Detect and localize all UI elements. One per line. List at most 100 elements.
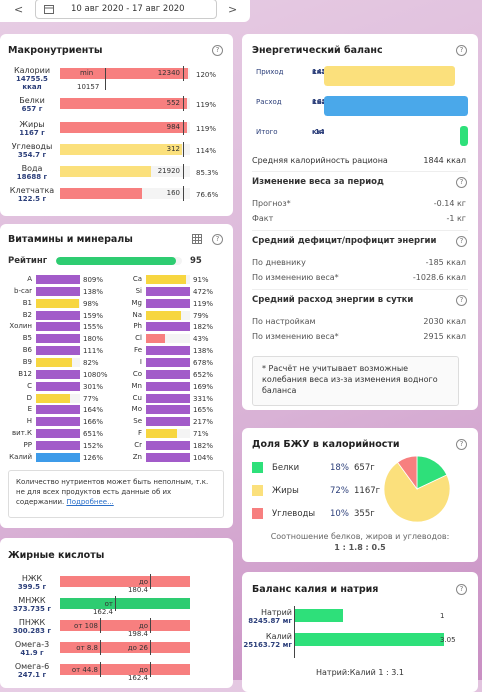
nutrient-percent: 678% [193, 358, 214, 367]
nutrient-track [36, 440, 80, 450]
nutrient-name: Si [135, 286, 142, 295]
nutrient-name: Калий [9, 452, 32, 461]
nutrient-percent: 104% [193, 453, 214, 462]
norm-value: 21920 [157, 167, 180, 175]
nutrient-track [36, 310, 80, 320]
macro-bar [60, 122, 187, 133]
next-button[interactable]: > [228, 3, 238, 16]
nutrient-track [36, 405, 80, 415]
min-label: min [80, 69, 94, 77]
range-line [100, 618, 101, 633]
percent: 119% [196, 101, 217, 109]
norm-value: 12340 [157, 69, 180, 77]
nutrient-bar [146, 298, 190, 308]
nutrient-percent: 331% [193, 394, 214, 403]
legend-swatch [252, 508, 263, 519]
nutrient-track [146, 393, 190, 403]
energy-track [324, 126, 468, 146]
nutrient-name: Mo [131, 405, 142, 414]
nutrient-name: B2 [22, 310, 32, 319]
energy-name: Итого [256, 128, 278, 136]
nutrient-bar [36, 440, 80, 450]
nutrient-name: Cu [132, 393, 142, 402]
nutrient-bar [36, 334, 80, 344]
note: * Расчёт не учитывает возможные колебани… [262, 364, 438, 395]
help-icon[interactable]: ? [212, 45, 223, 56]
nutrient-percent: 77% [83, 394, 99, 403]
nutrient-name: Mg [131, 298, 142, 307]
legend-swatch [252, 462, 263, 473]
range-label: от 108 [74, 622, 98, 630]
nutrient-track [146, 417, 190, 427]
nutrient-bar [146, 334, 165, 344]
nutrient-amount: 18688 г [16, 173, 48, 181]
nutrient-percent: 138% [83, 287, 104, 296]
nutrient-bar [146, 429, 178, 439]
row-value: -1028.6 ккал [412, 273, 466, 282]
more-link[interactable]: Подробнее... [66, 498, 114, 506]
range-label: до 26 [127, 644, 148, 652]
range-label: от 44.8 [71, 666, 98, 674]
nutrient-percent: 159% [83, 311, 104, 320]
nutrient-bar [36, 346, 80, 356]
percent: 120% [196, 71, 217, 79]
nutrient-name: A [27, 275, 32, 283]
nutrient-track [146, 275, 190, 284]
nutrient-percent: 651% [83, 430, 104, 439]
energy-track [324, 66, 468, 86]
nutrient-track [146, 357, 190, 367]
norm-line [183, 142, 184, 157]
row-value: -185 ккал [425, 258, 466, 267]
nutrient-track [36, 357, 80, 367]
nutrient-bar [36, 322, 80, 332]
card-title: Доля БЖУ в калорийности [252, 439, 400, 450]
card-title: Жирные кислоты [8, 550, 105, 561]
acid-name: ПНЖК [18, 618, 46, 627]
nutrient-track [146, 440, 190, 450]
help-icon[interactable]: ? [456, 177, 467, 188]
mineral-ratio: 3.05 [440, 636, 456, 644]
nutrient-amount: 14755.5 ккал [16, 75, 48, 91]
norm-line [183, 66, 184, 81]
nutrient-bar [36, 417, 80, 427]
nutrient-track [36, 393, 80, 403]
ratio-label: Соотношение белков, жиров и углеводов: [270, 532, 450, 541]
nutrient-percent: 217% [193, 418, 214, 427]
pie-slice [383, 461, 451, 523]
help-icon[interactable]: ? [212, 234, 223, 245]
nutrient-track [36, 298, 80, 308]
note-text: Количество нутриентов может быть неполны… [16, 478, 209, 506]
nutrient-track [146, 298, 190, 308]
date-picker[interactable]: 10 авг 2020 - 17 авг 2020 [35, 0, 217, 19]
nutrient-bar [36, 369, 80, 379]
nutrient-percent: 82% [83, 358, 99, 367]
nutrient-name: Калории [13, 66, 51, 75]
nutrient-track [36, 322, 80, 332]
nutrient-track [36, 275, 80, 284]
range-label: от 162.4 [92, 600, 113, 616]
prev-button[interactable]: < [14, 3, 24, 16]
nutrient-percent: 119% [193, 299, 214, 308]
help-icon[interactable]: ? [456, 439, 467, 450]
help-icon[interactable]: ? [456, 295, 467, 306]
legend-percent: 72% [330, 486, 349, 496]
nutrient-name: Клетчатка [9, 186, 55, 195]
macro-track [60, 166, 190, 177]
help-icon[interactable]: ? [456, 236, 467, 247]
table-icon[interactable] [192, 234, 202, 244]
acid-amount: 247.1 г [17, 671, 47, 679]
macro-track [60, 188, 190, 199]
nutrient-name: B9 [22, 357, 32, 366]
nutrient-bar [36, 286, 80, 296]
energy-unit: ккал [312, 98, 332, 106]
rating-value: 95 [190, 256, 202, 266]
help-icon[interactable]: ? [456, 584, 467, 595]
nutrient-name: E [27, 405, 32, 414]
legend-name: Углеводы [272, 509, 316, 519]
legend-percent: 10% [330, 509, 349, 519]
ratio-value: 1 : 1.8 : 0.5 [334, 543, 386, 552]
nutrient-percent: 472% [193, 287, 214, 296]
help-icon[interactable]: ? [456, 45, 467, 56]
percent: 119% [196, 125, 217, 133]
